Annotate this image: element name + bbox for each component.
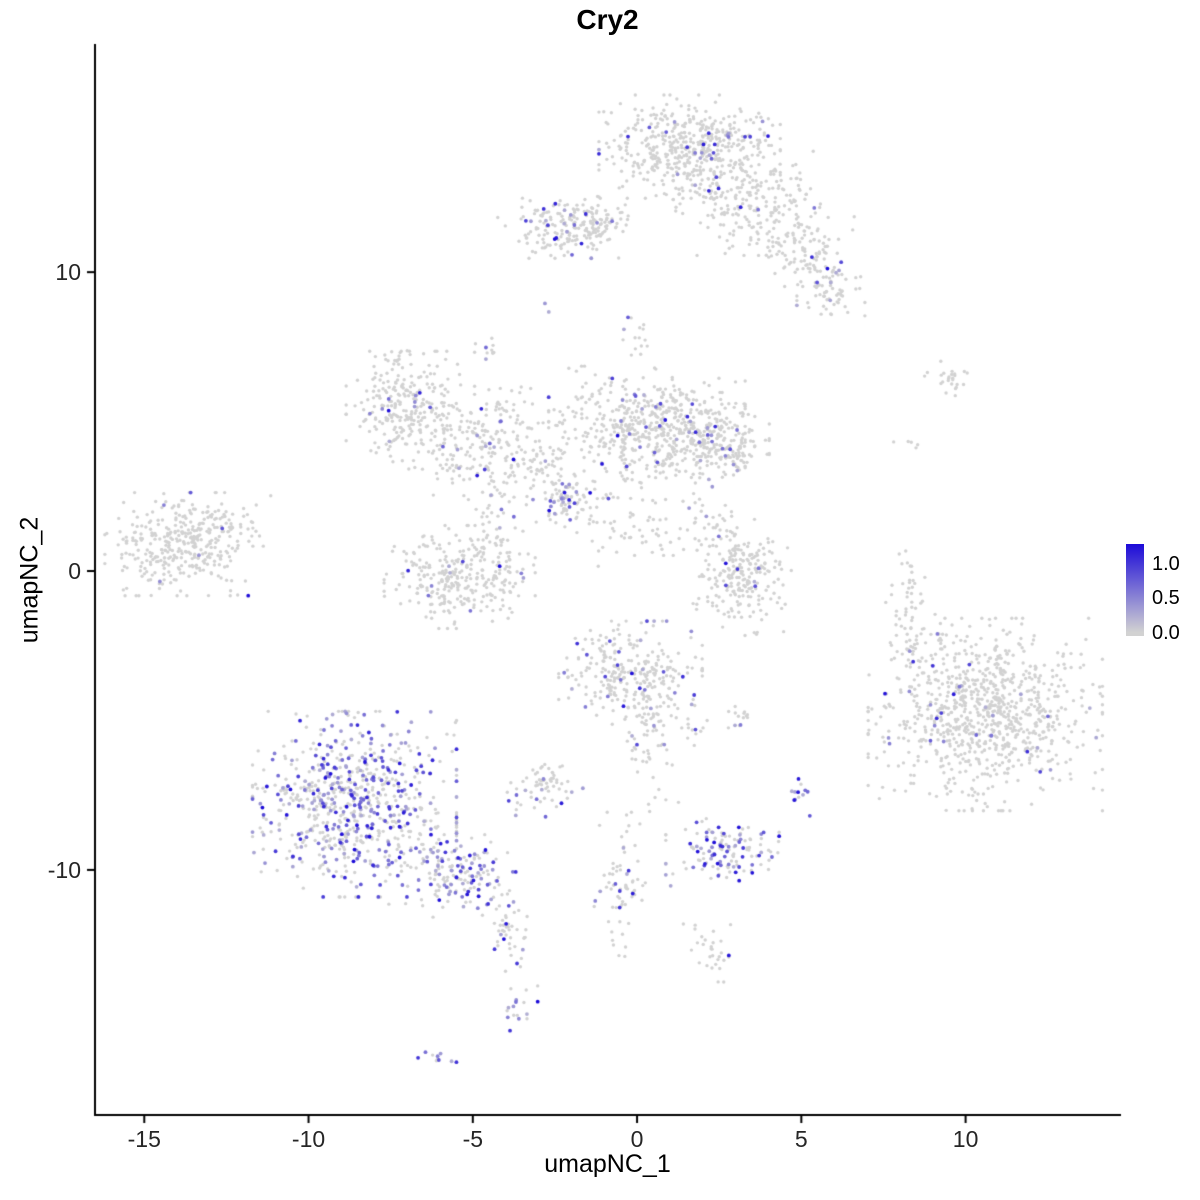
y-tick-label: -10	[47, 856, 81, 883]
x-tick-label: 0	[630, 1126, 644, 1152]
x-tick-label: 10	[952, 1126, 979, 1152]
plot-title: Cry2	[576, 4, 639, 35]
y-tick-label: 0	[68, 558, 81, 585]
legend-tick-label: 1.0	[1152, 552, 1180, 575]
legend-tick-label: 0.5	[1152, 587, 1180, 610]
legend-tick-label: 0.0	[1152, 621, 1180, 644]
x-tick-label: -5	[462, 1126, 484, 1152]
expression-legend: 1.0 0.5 0.0	[1126, 544, 1200, 644]
x-axis-label: umapNC_1	[544, 1150, 671, 1178]
x-tick-label: -15	[127, 1126, 161, 1152]
y-tick-label: 10	[55, 259, 81, 286]
x-tick-label: 5	[794, 1126, 808, 1152]
legend-gradient-bar	[1126, 544, 1144, 636]
x-tick-label: -10	[291, 1126, 326, 1152]
